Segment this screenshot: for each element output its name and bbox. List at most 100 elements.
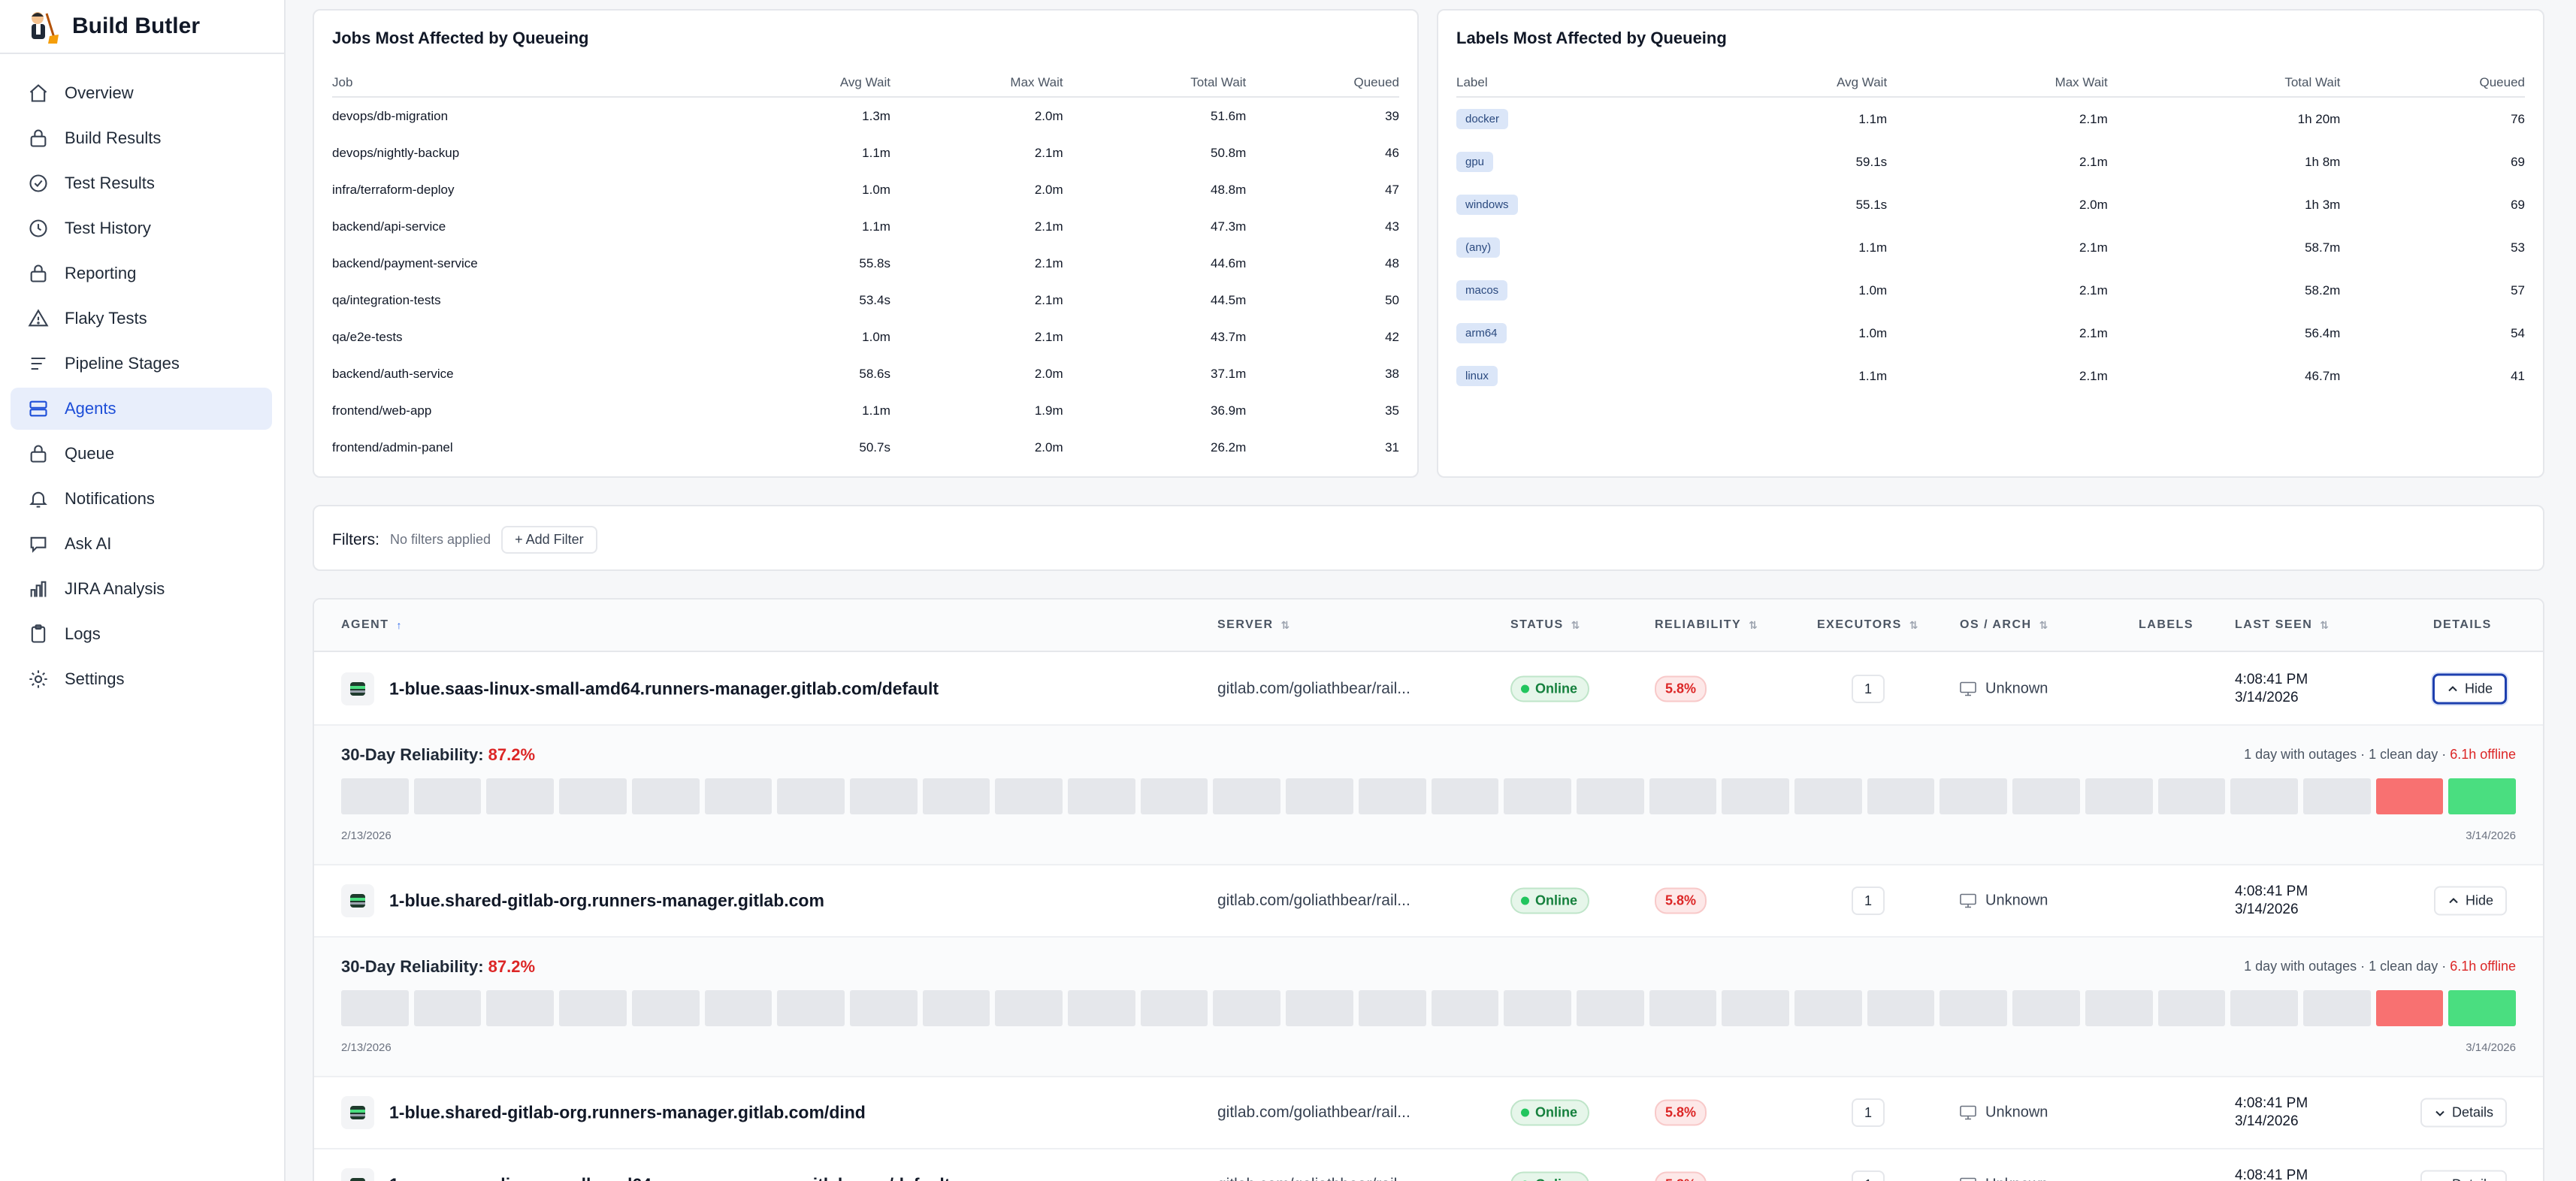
show-details-button[interactable]: Details — [2420, 1170, 2507, 1181]
day-bar-nodata[interactable] — [777, 778, 845, 814]
day-bar-nodata[interactable] — [559, 990, 627, 1026]
hide-details-button[interactable]: Hide — [2432, 673, 2507, 705]
agent-row[interactable]: 1-blue.shared-gitlab-org.runners-manager… — [314, 865, 2543, 938]
day-bar-nodata[interactable] — [1940, 778, 2008, 814]
day-bar-nodata[interactable] — [704, 778, 772, 814]
day-bar-nodata[interactable] — [2012, 990, 2080, 1026]
value-cell: 1.1m — [862, 219, 890, 234]
day-bar-nodata[interactable] — [631, 990, 700, 1026]
day-bar-nodata[interactable] — [1286, 778, 1353, 814]
value-cell: 1.1m — [1858, 240, 1888, 255]
day-bar-nodata[interactable] — [1504, 778, 1571, 814]
col-executors[interactable]: EXECUTORS ⇅ — [1817, 618, 1919, 632]
day-bar-nodata[interactable] — [1649, 990, 1717, 1026]
col-reliability[interactable]: RELIABILITY ⇅ — [1655, 618, 1758, 632]
day-bar-nodata[interactable] — [922, 990, 990, 1026]
agent-row[interactable]: 1-blue.saas-linux-small-amd64.runners-ma… — [314, 654, 2543, 726]
day-bar-nodata[interactable] — [1068, 990, 1135, 1026]
sidebar-item-flaky-tests[interactable]: Flaky Tests — [11, 298, 272, 340]
details-button-label: Hide — [2465, 893, 2493, 908]
col-last-seen[interactable]: LAST SEEN ⇅ — [2235, 618, 2330, 632]
day-bar-nodata[interactable] — [2085, 990, 2153, 1026]
day-bar-outage[interactable] — [2375, 778, 2444, 814]
day-bar-nodata[interactable] — [995, 990, 1063, 1026]
sidebar-item-ask-ai[interactable]: Ask AI — [11, 523, 272, 565]
sidebar-item-pipeline-stages[interactable]: Pipeline Stages — [11, 343, 272, 385]
day-bar-nodata[interactable] — [1940, 990, 2008, 1026]
day-bar-nodata[interactable] — [1794, 778, 1862, 814]
day-bar-nodata[interactable] — [995, 778, 1063, 814]
day-bar-nodata[interactable] — [777, 990, 845, 1026]
sidebar-item-test-results[interactable]: Test Results — [11, 162, 272, 204]
day-bar-nodata[interactable] — [704, 990, 772, 1026]
sidebar-item-agents[interactable]: Agents — [11, 388, 272, 430]
day-bar-nodata[interactable] — [631, 778, 700, 814]
day-bar-nodata[interactable] — [2230, 990, 2298, 1026]
sidebar-item-overview[interactable]: Overview — [11, 72, 272, 114]
sidebar-item-queue[interactable]: Queue — [11, 433, 272, 475]
day-bar-nodata[interactable] — [1358, 778, 1426, 814]
day-bar-nodata[interactable] — [559, 778, 627, 814]
day-bar-nodata[interactable] — [1867, 778, 1935, 814]
agent-name[interactable]: 1-green.saas-linux-small-amd64.runners-m… — [389, 1175, 950, 1181]
sidebar-item-test-history[interactable]: Test History — [11, 207, 272, 249]
day-bar-nodata[interactable] — [1140, 778, 1208, 814]
day-bar-nodata[interactable] — [849, 778, 918, 814]
hide-details-button[interactable]: Hide — [2433, 886, 2507, 916]
agent-row[interactable]: 1-blue.shared-gitlab-org.runners-manager… — [314, 1077, 2543, 1149]
agent-name[interactable]: 1-blue.shared-gitlab-org.runners-manager… — [389, 890, 824, 911]
day-bar-nodata[interactable] — [341, 778, 409, 814]
value-cell: 1h 20m — [2297, 111, 2341, 126]
sidebar-item-notifications[interactable]: Notifications — [11, 478, 272, 520]
day-bar-nodata[interactable] — [1140, 990, 1208, 1026]
day-bar-nodata[interactable] — [1068, 778, 1135, 814]
day-bar-nodata[interactable] — [1213, 778, 1281, 814]
brand[interactable]: Build Butler — [0, 0, 284, 54]
day-bar-nodata[interactable] — [922, 778, 990, 814]
day-bar-nodata[interactable] — [849, 990, 918, 1026]
day-bar-nodata[interactable] — [1213, 990, 1281, 1026]
sidebar-item-reporting[interactable]: Reporting — [11, 252, 272, 294]
day-bar-nodata[interactable] — [413, 990, 482, 1026]
day-bar-nodata[interactable] — [486, 778, 555, 814]
day-bar-nodata[interactable] — [2012, 778, 2080, 814]
day-bar-nodata[interactable] — [486, 990, 555, 1026]
col-os[interactable]: OS / ARCH ⇅ — [1960, 618, 2049, 632]
day-bar-nodata[interactable] — [1722, 778, 1790, 814]
day-bar-nodata[interactable] — [2085, 778, 2153, 814]
day-bar-outage[interactable] — [2375, 990, 2444, 1026]
day-bar-nodata[interactable] — [1867, 990, 1935, 1026]
day-bar-nodata[interactable] — [1431, 778, 1499, 814]
day-bar-nodata[interactable] — [1576, 778, 1644, 814]
sidebar-item-jira-analysis[interactable]: JIRA Analysis — [11, 568, 272, 610]
agent-name[interactable]: 1-blue.saas-linux-small-amd64.runners-ma… — [389, 678, 939, 699]
day-bar-nodata[interactable] — [1649, 778, 1717, 814]
agent-name[interactable]: 1-blue.shared-gitlab-org.runners-manager… — [389, 1102, 866, 1122]
day-bar-nodata[interactable] — [1358, 990, 1426, 1026]
day-bar-nodata[interactable] — [1576, 990, 1644, 1026]
sidebar-item-logs[interactable]: Logs — [11, 613, 272, 655]
col-status[interactable]: STATUS ⇅ — [1510, 618, 1581, 632]
show-details-button[interactable]: Details — [2420, 1098, 2507, 1128]
day-bar-nodata[interactable] — [413, 778, 482, 814]
day-bar-nodata[interactable] — [1794, 990, 1862, 1026]
agent-row[interactable]: 1-green.saas-linux-small-amd64.runners-m… — [314, 1149, 2543, 1181]
day-bar-nodata[interactable] — [1431, 990, 1499, 1026]
day-bar-clean[interactable] — [2448, 778, 2517, 814]
sidebar-item-build-results[interactable]: Build Results — [11, 117, 272, 159]
col-server[interactable]: SERVER ⇅ — [1217, 618, 1291, 632]
day-bar-nodata[interactable] — [1722, 990, 1790, 1026]
lines-icon — [27, 352, 50, 375]
day-bar-nodata[interactable] — [2302, 990, 2371, 1026]
sidebar-item-settings[interactable]: Settings — [11, 658, 272, 700]
day-bar-nodata[interactable] — [2230, 778, 2298, 814]
day-bar-nodata[interactable] — [1286, 990, 1353, 1026]
day-bar-nodata[interactable] — [2157, 990, 2226, 1026]
day-bar-clean[interactable] — [2448, 990, 2517, 1026]
day-bar-nodata[interactable] — [2302, 778, 2371, 814]
day-bar-nodata[interactable] — [341, 990, 409, 1026]
day-bar-nodata[interactable] — [1504, 990, 1571, 1026]
day-bar-nodata[interactable] — [2157, 778, 2226, 814]
col-agent[interactable]: AGENT ↑ — [341, 618, 403, 632]
add-filter-button[interactable]: + Add Filter — [501, 526, 597, 554]
